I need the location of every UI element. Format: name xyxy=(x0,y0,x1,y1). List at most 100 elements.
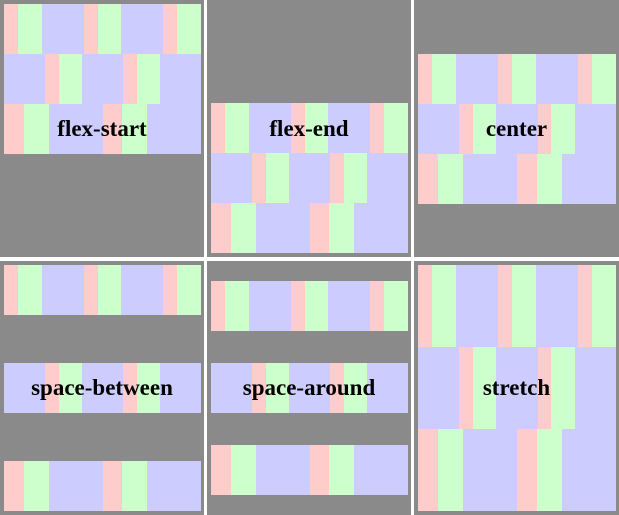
flex-item-green xyxy=(224,281,249,331)
flex-item-pink xyxy=(4,265,18,315)
flex-item-lavender xyxy=(536,265,578,347)
flex-item-pink xyxy=(4,4,18,54)
panel-space-around: space-around xyxy=(207,261,411,515)
flex-item-green xyxy=(384,281,408,331)
flex-item-pink xyxy=(370,103,385,153)
panel-flex-start: flex-start xyxy=(0,0,204,257)
flex-item-lavender xyxy=(496,103,538,154)
flex-item-pink xyxy=(459,103,473,154)
flex-item-green xyxy=(384,103,408,153)
flex-item-lavender xyxy=(211,363,252,413)
flex-item-green xyxy=(265,153,290,203)
flex-item-lavender xyxy=(354,445,408,495)
flex-item-pink xyxy=(163,4,178,54)
flex-row xyxy=(211,153,408,203)
flex-item-pink xyxy=(290,103,305,153)
flex-item-lavender xyxy=(147,104,201,154)
flex-item-lavender xyxy=(328,103,371,153)
flex-item-lavender xyxy=(562,153,616,204)
flex-row xyxy=(4,265,201,315)
flex-item-lavender xyxy=(147,461,201,511)
panel-stretch: stretch xyxy=(414,261,619,515)
flex-item-lavender xyxy=(48,461,103,511)
flex-item-lavender xyxy=(82,54,123,104)
flex-item-pink xyxy=(211,445,231,495)
flex-item-pink xyxy=(329,153,344,203)
flex-item-pink xyxy=(44,363,59,413)
flex-row xyxy=(4,4,201,54)
flex-item-pink xyxy=(211,103,225,153)
flex-item-lavender xyxy=(160,54,201,104)
flex-item-green xyxy=(230,445,256,495)
flex-item-lavender xyxy=(456,53,498,104)
flex-item-lavender xyxy=(574,347,617,429)
flex-item-pink xyxy=(498,53,512,104)
flex-row xyxy=(418,265,616,347)
flex-item-green xyxy=(343,153,368,203)
flex-item-pink xyxy=(102,104,122,154)
flex-item-green xyxy=(329,203,355,253)
panel-center: center xyxy=(414,0,619,257)
flex-item-pink xyxy=(370,281,385,331)
flex-item-green xyxy=(136,54,161,104)
flex-item-green xyxy=(432,53,456,104)
flex-item-lavender xyxy=(463,153,517,204)
flex-item-green xyxy=(23,461,49,511)
flex-item-pink xyxy=(578,265,592,347)
flex-item-pink xyxy=(122,54,137,104)
flex-item-green xyxy=(512,265,536,347)
flex-item-green xyxy=(97,265,122,315)
flex-item-lavender xyxy=(211,153,252,203)
flex-item-pink xyxy=(498,265,512,347)
flex-item-lavender xyxy=(289,153,330,203)
flex-row xyxy=(211,363,408,413)
flex-item-lavender xyxy=(574,103,617,154)
flex-item-pink xyxy=(537,103,552,154)
flex-item-green xyxy=(304,103,329,153)
flex-item-pink xyxy=(418,429,438,511)
flex-item-lavender xyxy=(255,203,310,253)
flex-item-lavender xyxy=(4,363,45,413)
flex-item-green xyxy=(177,4,201,54)
flex-item-pink xyxy=(537,347,552,429)
flex-item-green xyxy=(136,363,161,413)
flex-item-lavender xyxy=(248,103,291,153)
flex-item-green xyxy=(536,153,563,204)
flex-item-lavender xyxy=(82,363,123,413)
flex-item-green xyxy=(17,265,42,315)
flex-row xyxy=(4,54,201,104)
flex-item-pink xyxy=(4,104,24,154)
flex-item-green xyxy=(432,265,456,347)
flex-item-lavender xyxy=(48,104,103,154)
flex-item-lavender xyxy=(41,265,84,315)
flex-row xyxy=(211,281,408,331)
flex-item-lavender xyxy=(248,281,291,331)
flex-item-lavender xyxy=(160,363,201,413)
flex-row xyxy=(418,347,617,429)
flex-item-green xyxy=(551,103,575,154)
flex-item-pink xyxy=(83,4,98,54)
flex-item-lavender xyxy=(4,54,45,104)
flex-item-green xyxy=(329,445,355,495)
flex-row xyxy=(211,103,408,153)
flex-item-lavender xyxy=(328,281,371,331)
flex-item-pink xyxy=(418,265,432,347)
flex-item-lavender xyxy=(562,429,616,511)
flex-item-pink xyxy=(309,203,329,253)
flex-item-pink xyxy=(418,153,438,204)
flex-item-lavender xyxy=(456,265,498,347)
flex-item-lavender xyxy=(121,265,164,315)
flex-item-pink xyxy=(517,429,537,511)
flex-item-green xyxy=(265,363,290,413)
flex-row xyxy=(418,429,616,511)
flex-item-lavender xyxy=(121,4,164,54)
flex-item-green xyxy=(437,153,464,204)
flex-item-green xyxy=(122,104,148,154)
flex-item-green xyxy=(304,281,329,331)
flex-item-green xyxy=(551,347,575,429)
flex-item-pink xyxy=(211,281,225,331)
flex-item-lavender xyxy=(354,203,408,253)
flex-item-pink xyxy=(578,53,592,104)
flex-row xyxy=(4,461,201,511)
